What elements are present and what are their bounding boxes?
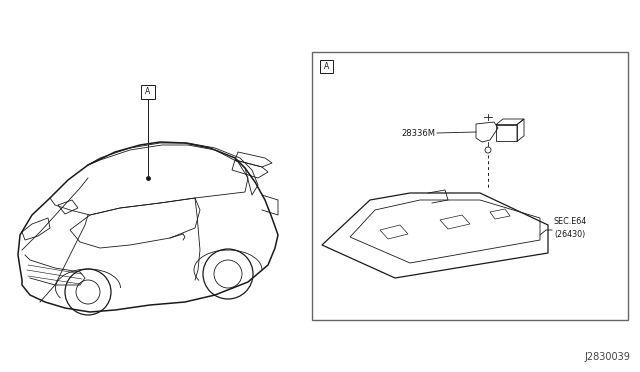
Text: 28336M: 28336M bbox=[401, 128, 435, 138]
Text: A: A bbox=[145, 87, 150, 96]
Text: A: A bbox=[324, 62, 329, 71]
Text: J2830039: J2830039 bbox=[584, 352, 630, 362]
Bar bbox=[320, 60, 333, 73]
Text: SEC.E64
(26430): SEC.E64 (26430) bbox=[554, 217, 588, 239]
Bar bbox=[141, 85, 155, 99]
Bar bbox=[312, 52, 628, 320]
